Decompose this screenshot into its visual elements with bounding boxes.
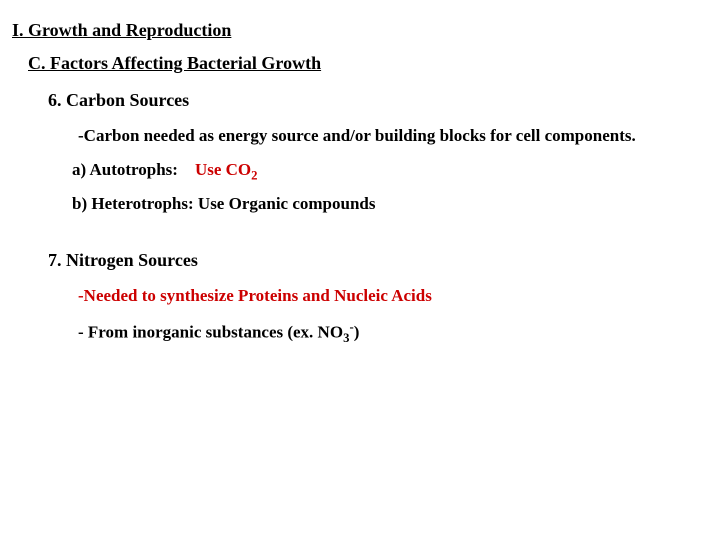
section-7-title: 7. Nitrogen Sources (48, 250, 700, 271)
section-gap (12, 224, 700, 250)
section-6-item-a: a) Autotrophs: Use CO2 (72, 160, 700, 183)
item-a-value-prefix: Use CO (195, 160, 251, 179)
heading-factors: C. Factors Affecting Bacterial Growth (28, 53, 700, 74)
section-6-title: 6. Carbon Sources (48, 90, 700, 111)
heading-growth-reproduction: I. Growth and Reproduction (12, 20, 700, 41)
para2-suffix: ) (354, 323, 360, 342)
item-a-value: Use CO2 (195, 160, 258, 179)
para2-prefix: - From inorganic substances (ex. NO (78, 323, 343, 342)
section-7-paragraph-1: -Needed to synthesize Proteins and Nucle… (78, 285, 640, 306)
section-6-item-b: b) Heterotrophs: Use Organic compounds (72, 194, 700, 214)
section-6-paragraph: -Carbon needed as energy source and/or b… (78, 125, 640, 146)
item-a-subscript: 2 (251, 169, 257, 183)
item-a-label: a) Autotrophs: (72, 160, 178, 179)
section-7-paragraph-2: - From inorganic substances (ex. NO3-) (78, 320, 640, 347)
